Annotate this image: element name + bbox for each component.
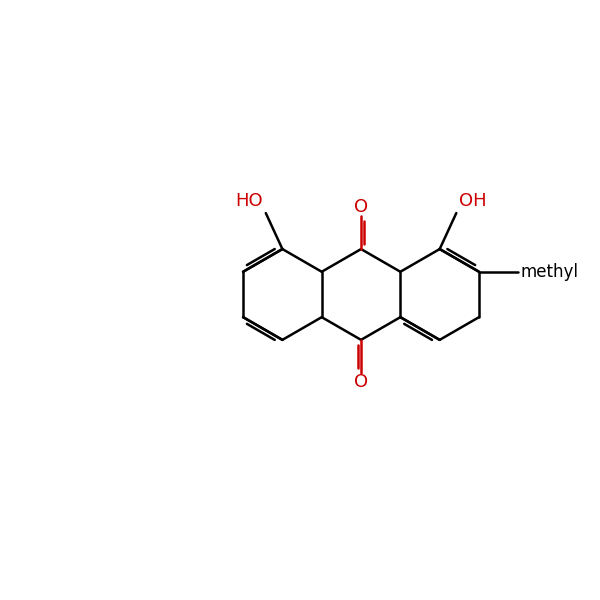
Text: O: O <box>354 373 368 391</box>
Text: HO: HO <box>235 193 263 211</box>
Text: methyl: methyl <box>521 263 578 281</box>
Text: OH: OH <box>459 193 487 211</box>
Text: O: O <box>354 198 368 216</box>
